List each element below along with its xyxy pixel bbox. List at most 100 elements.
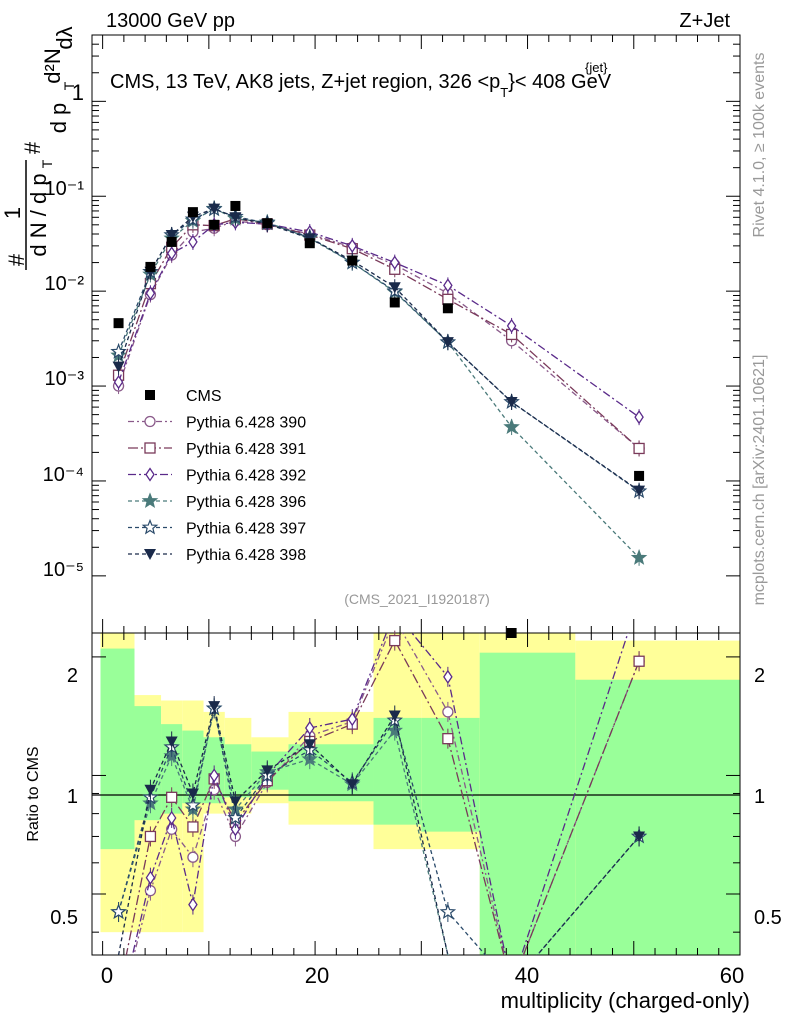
rivet-label: Rivet 4.1.0, ≥ 100k events: [751, 53, 768, 238]
y-tick-label: 10⁻¹: [45, 178, 85, 200]
ratio-point: [188, 897, 198, 912]
data-point: [187, 207, 198, 218]
series-point: [145, 286, 156, 301]
legend-label: Pythia 6.428 396: [186, 494, 306, 511]
header-left: 13000 GeV pp: [106, 10, 235, 32]
series-point: [388, 282, 401, 294]
series-point: [503, 418, 520, 435]
ratio-point: [209, 768, 219, 783]
header-right: Z+Jet: [679, 10, 730, 32]
legend-marker: [144, 415, 156, 428]
legend-label: Pythia 6.428 392: [186, 468, 306, 485]
ratio-point: [261, 765, 274, 777]
y-label-d2n: d²N: [40, 48, 65, 83]
ratio-point: [389, 634, 401, 647]
series-point: [634, 409, 644, 425]
ratio-point: [187, 851, 199, 863]
y-label-hash: #: [4, 253, 29, 266]
ratio-y-label: Ratio to CMS: [25, 746, 42, 841]
ratio-point: [208, 701, 221, 713]
ratio-point: [230, 822, 241, 837]
y-tick-label: 1: [72, 80, 84, 105]
series-point: [443, 278, 453, 293]
series-point: [229, 212, 242, 224]
ratio-tick-right: 1: [754, 786, 765, 808]
y-tick-label: 10⁻⁴: [43, 464, 84, 486]
ratio-series: [110, 630, 648, 955]
series-point: [208, 203, 221, 215]
data-point: [230, 200, 241, 211]
ratio-point: [166, 810, 177, 826]
data-point: [166, 236, 177, 247]
series-point: [441, 337, 454, 349]
y-label-dn-dpt: d N / d p: [26, 173, 51, 256]
legend-label: Pythia 6.428 398: [186, 547, 306, 564]
legend-marker: [145, 467, 155, 482]
data-point: [389, 297, 400, 308]
legend: CMS Pythia 6.428 390 Pythia 6.428 391 Pythi…: [128, 388, 306, 564]
data-point: [347, 255, 358, 266]
ratio-point: [144, 830, 157, 843]
ratio-point: [633, 655, 645, 667]
legend-marker-data: [145, 390, 155, 400]
chart-title-sup: {jet}: [585, 60, 608, 75]
y-tick-label: 10⁻³: [45, 368, 85, 390]
ratio-point: [110, 903, 127, 920]
series-point: [389, 255, 400, 270]
y-label-dpt: d p: [46, 103, 71, 134]
data-point: [262, 218, 273, 229]
y-tick-label: 10⁻⁵: [43, 559, 84, 581]
mcplots-label: mcplots.cern.ch [arXiv:2401.10621]: [751, 355, 768, 606]
chart-title: CMS, 13 TeV, AK8 jets, Z+jet region, 326…: [110, 71, 612, 100]
ratio-tick-left: 0.5: [50, 907, 78, 929]
ratio-band-inner: [479, 652, 576, 955]
legend-label: CMS: [186, 388, 222, 405]
data-point: [113, 318, 124, 329]
x-tick-label: 0: [101, 963, 113, 988]
data-point: [304, 238, 315, 249]
series-point: [630, 549, 648, 565]
axis-tick-labels: 1 10⁻¹ 10⁻² 10⁻³ 10⁻⁴ 10⁻⁵ 2 1 0.5 2 1 0…: [43, 80, 782, 988]
series-point: [112, 361, 125, 373]
ratio-tick-right: 2: [754, 665, 765, 687]
legend-label: Pythia 6.428 391: [186, 441, 306, 458]
series-point: [113, 374, 124, 390]
y-label-dlambda: dλ: [52, 26, 77, 49]
ratio-point: [442, 706, 454, 718]
series-point: [505, 396, 518, 408]
ratio-point: [227, 809, 244, 825]
ratio-tick-left: 1: [67, 786, 78, 808]
series-point: [165, 230, 178, 242]
chart-title-sub: T: [500, 85, 508, 100]
analysis-tag: (CMS_2021_I1920187): [344, 591, 490, 607]
legend-label: Pythia 6.428 397: [186, 521, 306, 538]
ratio-point: [165, 736, 178, 748]
y-label-T2: T: [61, 81, 77, 90]
ratio-tick-right: 0.5: [754, 907, 782, 929]
data-point: [506, 628, 517, 638]
main-series: [110, 200, 648, 638]
series-point: [347, 238, 358, 254]
data-point: [145, 261, 156, 272]
series-point: [633, 485, 646, 497]
data-point: [209, 219, 220, 230]
legend-marker: [141, 518, 159, 535]
ratio-point: [187, 821, 199, 833]
ratio-point: [166, 791, 178, 803]
chart-title-end: }< 408 GeV: [508, 71, 612, 93]
ratio-point: [346, 779, 359, 791]
ratio-point: [186, 788, 199, 800]
ratio-point: [442, 733, 454, 745]
ratio-tick-left: 2: [67, 665, 78, 687]
x-tick-label: 40: [515, 963, 539, 988]
y-label-one: 1: [0, 207, 25, 219]
y-tick-label: 10⁻²: [45, 273, 85, 295]
legend-marker: [141, 492, 159, 509]
ratio-point: [304, 720, 315, 736]
legend-label: Pythia 6.428 390: [186, 415, 306, 432]
ratio-band-inner: [224, 744, 252, 798]
series-point: [110, 343, 127, 359]
y-label-hash2: #: [20, 141, 45, 154]
ratio-band-inner: [575, 679, 740, 955]
